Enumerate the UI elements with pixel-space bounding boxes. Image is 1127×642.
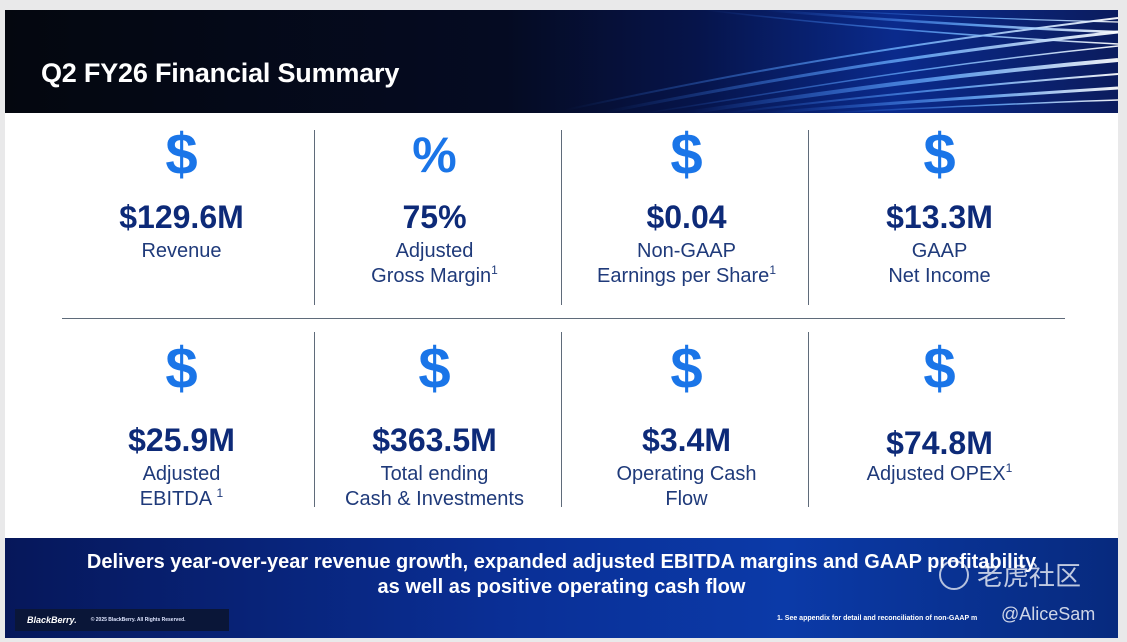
metric-value: $13.3M	[886, 199, 993, 235]
dollar-icon: $	[670, 122, 703, 187]
metric-label: Adjusted OPEX1	[866, 461, 1013, 485]
watermark: 老虎社区	[939, 556, 1081, 593]
brand-strip: BlackBerry. © 2025 BlackBerry. All Right…	[15, 609, 229, 631]
metric-value: $0.04	[646, 199, 727, 235]
summary-tagline: Delivers year-over-year revenue growth, …	[86, 551, 1037, 598]
metric-value: $25.9M	[128, 422, 235, 458]
column-divider	[808, 130, 809, 305]
metric-revenue: $ $129.6M Revenue	[58, 126, 305, 264]
metric-eps: $ $0.04 Non-GAAP Earnings per Share1	[563, 126, 810, 289]
footnote: 1. See appendix for detail and reconcili…	[777, 615, 978, 622]
column-divider	[314, 130, 315, 305]
percent-icon: %	[412, 127, 457, 183]
header-banner: Q2 FY26 Financial Summary	[5, 10, 1118, 113]
column-divider	[561, 130, 562, 305]
metric-net-income: $ $13.3M GAAP Net Income	[816, 126, 1063, 289]
footer-banner: Delivers year-over-year revenue growth, …	[5, 538, 1118, 638]
watermark-handle: @AliceSam	[1001, 604, 1096, 624]
metric-value: $74.8M	[886, 425, 993, 461]
blackberry-logo: BlackBerry.	[27, 615, 77, 625]
metric-opex: $ $74.8M Adjusted OPEX1	[816, 340, 1063, 487]
light-streaks-graphic	[564, 10, 1118, 113]
metric-ebitda: $ $25.9M Adjusted EBITDA 1	[58, 340, 305, 512]
column-divider	[314, 332, 315, 507]
row-divider	[62, 318, 1065, 319]
tiger-logo-icon	[939, 559, 969, 590]
metric-label: Revenue	[141, 240, 222, 262]
metric-gross-margin: % 75% Adjusted Gross Margin1	[311, 130, 558, 289]
dollar-icon: $	[418, 336, 451, 401]
metric-value: $3.4M	[642, 422, 731, 458]
metric-label: Adjusted EBITDA 1	[139, 463, 224, 510]
dollar-icon: $	[923, 122, 956, 187]
metric-label: GAAP Net Income	[888, 240, 991, 287]
metric-value: $363.5M	[372, 422, 497, 458]
dollar-icon: $	[670, 336, 703, 401]
metric-value: 75%	[402, 199, 467, 235]
column-divider	[808, 332, 809, 507]
metric-label: Total ending Cash & Investments	[345, 463, 524, 510]
dollar-icon: $	[923, 336, 956, 401]
page-title: Q2 FY26 Financial Summary	[41, 58, 400, 88]
metric-cash-investments: $ $363.5M Total ending Cash & Investment…	[311, 340, 558, 512]
metric-operating-cash-flow: $ $3.4M Operating Cash Flow	[563, 340, 810, 512]
metric-value: $129.6M	[119, 199, 244, 235]
metric-label: Operating Cash Flow	[616, 463, 757, 510]
metric-label: Adjusted Gross Margin1	[371, 240, 498, 287]
column-divider	[561, 332, 562, 507]
metric-label: Non-GAAP Earnings per Share1	[596, 240, 776, 287]
slide: Q2 FY26 Financial Summary $ $129.6M Reve…	[5, 10, 1118, 638]
copyright-text: © 2025 BlackBerry. All Rights Reserved.	[90, 617, 186, 623]
dollar-icon: $	[165, 336, 198, 401]
dollar-icon: $	[165, 122, 198, 187]
